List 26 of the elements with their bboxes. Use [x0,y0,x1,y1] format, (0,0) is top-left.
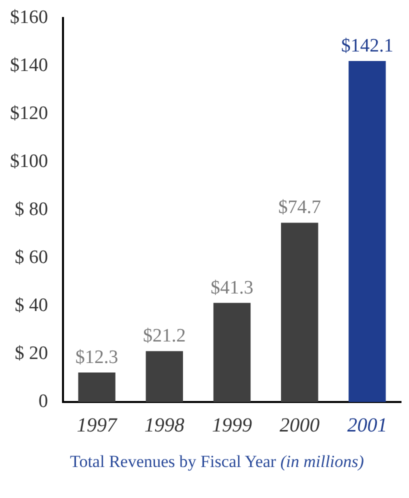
y-tick-label: $100 [10,150,48,172]
y-tick-label: $120 [10,102,48,124]
data-label: $21.2 [143,326,186,347]
data-label: $74.7 [278,197,321,218]
x-tick-label: 1999 [212,414,252,436]
y-tick-label: $160 [10,6,48,28]
x-tick-label: 1997 [76,414,118,436]
y-tick-label: 0 [38,390,48,412]
x-tick-label: 2001 [347,414,388,436]
text: Total Revenues by Fiscal Year [70,452,276,471]
bar [348,60,386,402]
text: (in millions) [280,452,364,471]
data-label: $41.3 [210,277,254,298]
x-tick-label: 2000 [280,414,320,436]
x-tick-label: 1998 [144,414,184,436]
y-tick-label: $ 80 [14,198,48,220]
y-tick-label: $ 60 [14,246,48,268]
y-tick-label: $140 [10,54,48,76]
data-label: $142.1 [341,35,394,56]
bar [213,302,251,402]
y-tick-label: $ 40 [14,294,48,316]
bar [281,222,318,402]
data-label: $12.3 [75,346,118,368]
bar [78,372,116,402]
bar [146,351,183,402]
y-tick-label: $ 20 [14,342,48,364]
